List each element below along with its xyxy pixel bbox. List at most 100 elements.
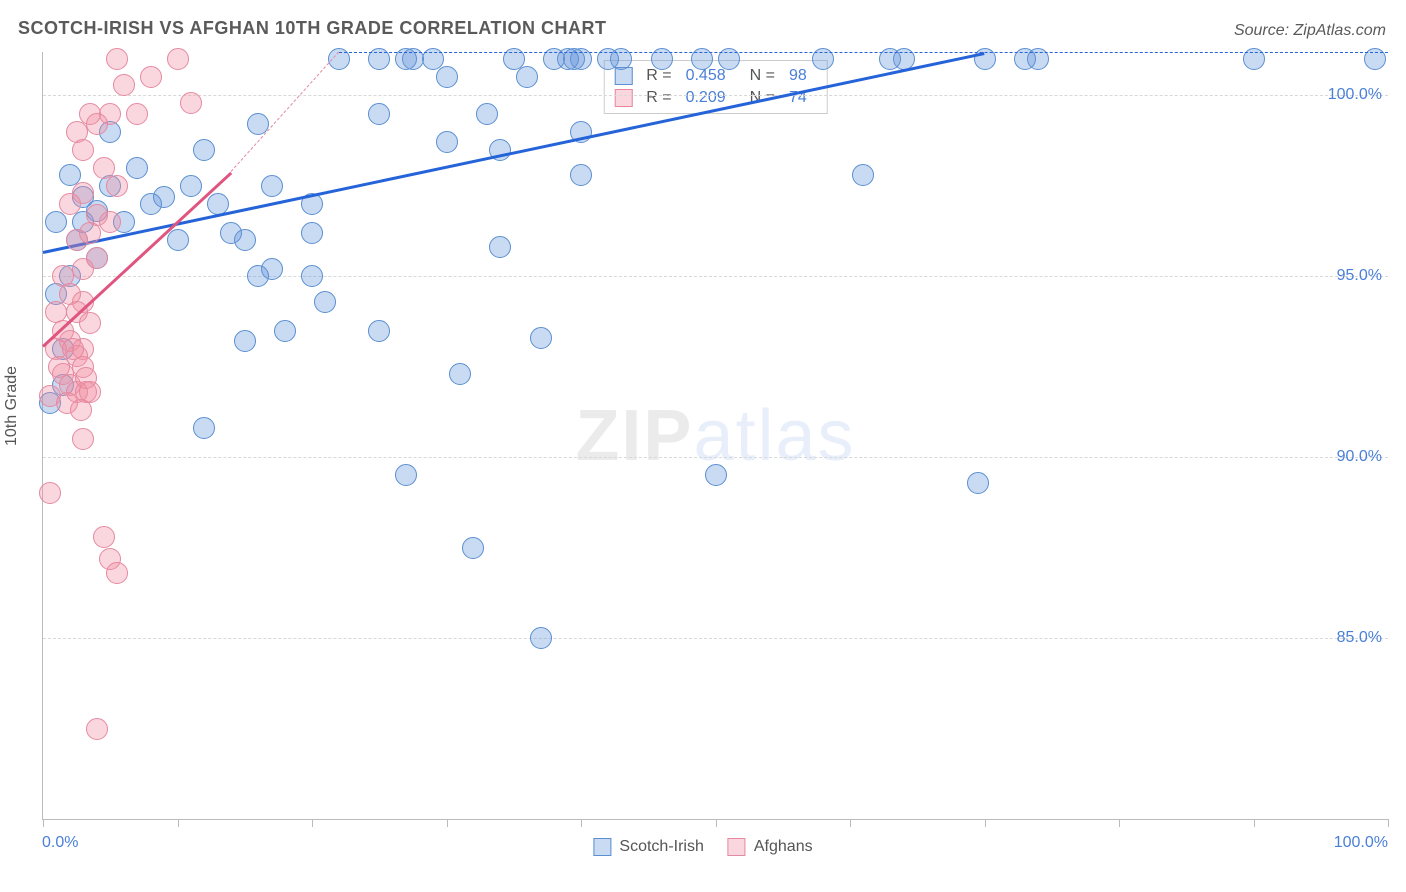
chart-title: SCOTCH-IRISH VS AFGHAN 10TH GRADE CORREL… xyxy=(18,18,607,39)
stats-row-scotch-irish: R = 0.458 N = 98 xyxy=(614,65,817,87)
x-tick xyxy=(447,819,448,827)
data-point-scotch_irish xyxy=(368,103,390,125)
y-tick-label: 100.0% xyxy=(1328,86,1382,104)
trend-line xyxy=(43,52,985,254)
data-point-scotch_irish xyxy=(462,537,484,559)
data-point-afghans xyxy=(106,562,128,584)
data-point-scotch_irish xyxy=(967,472,989,494)
data-point-afghans xyxy=(140,66,162,88)
x-tick xyxy=(312,819,313,827)
data-point-scotch_irish xyxy=(516,66,538,88)
r-value-scotch-irish: 0.458 xyxy=(686,67,726,85)
x-tick xyxy=(178,819,179,827)
data-point-scotch_irish xyxy=(220,222,242,244)
data-point-afghans xyxy=(79,312,101,334)
data-point-afghans xyxy=(106,48,128,70)
data-point-afghans xyxy=(48,356,70,378)
x-tick xyxy=(1119,819,1120,827)
trend-line xyxy=(339,52,1388,53)
data-point-scotch_irish xyxy=(301,265,323,287)
n-key-label: N = xyxy=(750,67,775,85)
data-point-afghans xyxy=(72,139,94,161)
data-point-scotch_irish xyxy=(436,131,458,153)
legend-item-scotch-irish: Scotch-Irish xyxy=(593,838,703,856)
data-point-afghans xyxy=(72,258,94,280)
r-key-label: R = xyxy=(646,89,671,107)
y-tick-label: 90.0% xyxy=(1337,448,1382,466)
x-axis-min-label: 0.0% xyxy=(42,834,78,852)
plot-area: ZIPatlas R = 0.458 N = 98 R = 0.209 N = … xyxy=(42,52,1388,820)
data-point-afghans xyxy=(66,229,88,251)
data-point-scotch_irish xyxy=(449,363,471,385)
x-tick xyxy=(1388,819,1389,827)
data-point-afghans xyxy=(86,718,108,740)
y-axis-title: 10th Grade xyxy=(3,366,21,446)
data-point-scotch_irish xyxy=(180,175,202,197)
x-tick xyxy=(1254,819,1255,827)
x-tick xyxy=(581,819,582,827)
data-point-scotch_irish xyxy=(436,66,458,88)
data-point-scotch_irish xyxy=(301,222,323,244)
data-point-scotch_irish xyxy=(193,139,215,161)
x-tick xyxy=(985,819,986,827)
data-point-afghans xyxy=(62,338,84,360)
stats-legend: R = 0.458 N = 98 R = 0.209 N = 74 xyxy=(603,60,828,114)
y-tick-label: 95.0% xyxy=(1337,267,1382,285)
data-point-scotch_irish xyxy=(314,291,336,313)
correlation-chart: SCOTCH-IRISH VS AFGHAN 10TH GRADE CORREL… xyxy=(0,0,1406,892)
gridline xyxy=(43,638,1388,639)
gridline xyxy=(43,457,1388,458)
data-point-afghans xyxy=(126,103,148,125)
x-tick xyxy=(850,819,851,827)
data-point-afghans xyxy=(106,175,128,197)
x-tick xyxy=(716,819,717,827)
data-point-afghans xyxy=(79,381,101,403)
data-point-afghans xyxy=(113,74,135,96)
gridline xyxy=(43,276,1388,277)
data-point-scotch_irish xyxy=(476,103,498,125)
data-point-afghans xyxy=(167,48,189,70)
data-point-scotch_irish xyxy=(274,320,296,342)
data-point-scotch_irish xyxy=(530,627,552,649)
r-value-afghans: 0.209 xyxy=(686,89,726,107)
n-value-scotch-irish: 98 xyxy=(789,67,807,85)
data-point-scotch_irish xyxy=(489,236,511,258)
swatch-scotch-irish xyxy=(593,838,611,856)
data-point-scotch_irish xyxy=(261,175,283,197)
data-point-scotch_irish xyxy=(368,320,390,342)
watermark-atlas: atlas xyxy=(693,396,855,476)
watermark-zip: ZIP xyxy=(575,396,693,476)
x-tick xyxy=(43,819,44,827)
data-point-afghans xyxy=(72,428,94,450)
series-legend: Scotch-Irish Afghans xyxy=(593,838,812,856)
data-point-scotch_irish xyxy=(705,464,727,486)
data-point-scotch_irish xyxy=(395,464,417,486)
swatch-afghans xyxy=(728,838,746,856)
data-point-afghans xyxy=(59,193,81,215)
data-point-scotch_irish xyxy=(247,265,269,287)
data-point-scotch_irish xyxy=(140,193,162,215)
x-axis-max-label: 100.0% xyxy=(1334,834,1388,852)
legend-label-afghans: Afghans xyxy=(754,838,813,856)
data-point-scotch_irish xyxy=(167,229,189,251)
data-point-scotch_irish xyxy=(570,164,592,186)
data-point-afghans xyxy=(39,482,61,504)
trend-line xyxy=(231,52,339,172)
chart-source: Source: ZipAtlas.com xyxy=(1234,22,1386,40)
data-point-scotch_irish xyxy=(126,157,148,179)
legend-item-afghans: Afghans xyxy=(728,838,813,856)
stats-row-afghans: R = 0.209 N = 74 xyxy=(614,87,817,109)
data-point-scotch_irish xyxy=(193,417,215,439)
gridline xyxy=(43,95,1388,96)
data-point-scotch_irish xyxy=(852,164,874,186)
swatch-afghans xyxy=(614,89,632,107)
data-point-afghans xyxy=(93,526,115,548)
legend-label-scotch-irish: Scotch-Irish xyxy=(619,838,703,856)
data-point-scotch_irish xyxy=(45,211,67,233)
data-point-afghans xyxy=(180,92,202,114)
data-point-afghans xyxy=(99,211,121,233)
y-tick-label: 85.0% xyxy=(1337,629,1382,647)
data-point-afghans xyxy=(79,103,101,125)
data-point-scotch_irish xyxy=(234,330,256,352)
data-point-scotch_irish xyxy=(530,327,552,349)
